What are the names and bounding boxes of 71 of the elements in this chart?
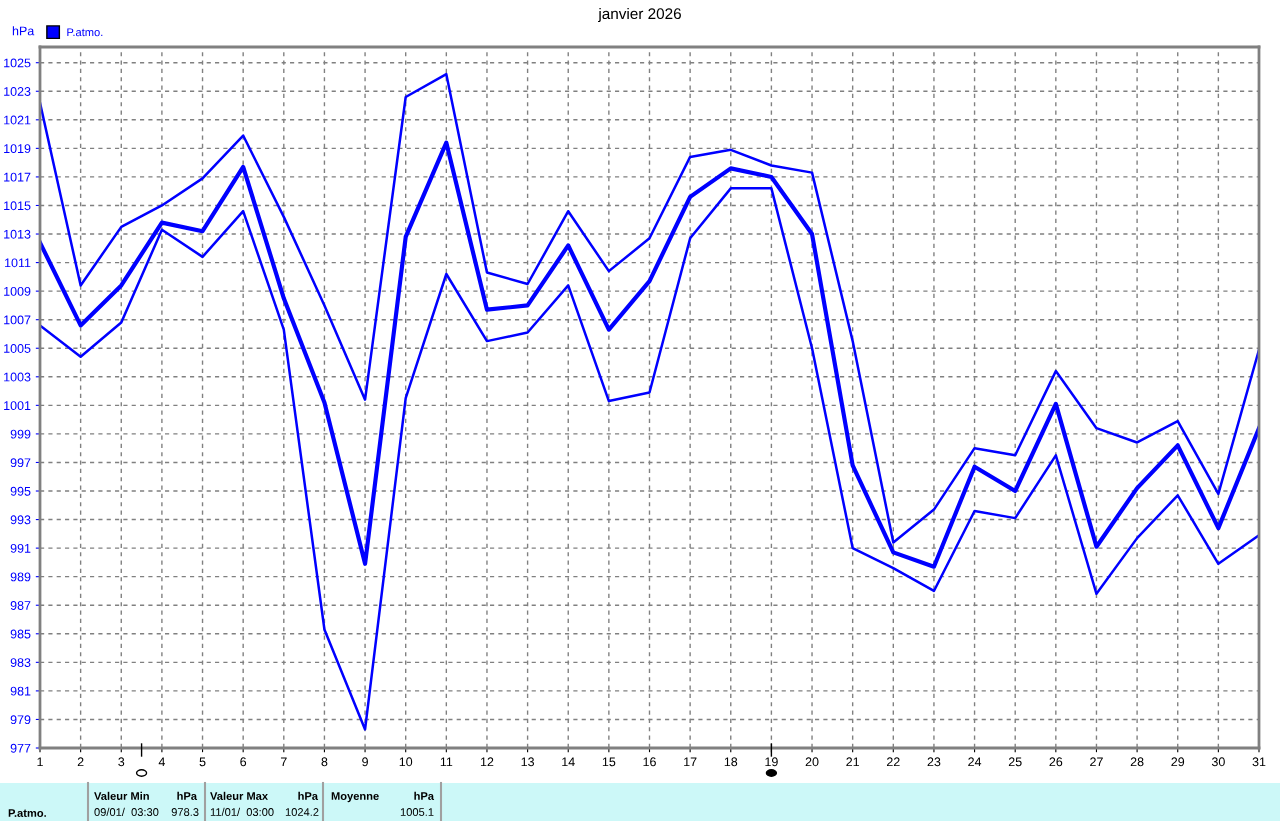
y-tick-label: 1011 xyxy=(5,258,31,268)
x-tick-label: 15 xyxy=(602,757,616,767)
text: 09/01/ 03:30 xyxy=(94,807,159,816)
text: P.atmo. xyxy=(8,809,46,817)
x-tick-label: 13 xyxy=(521,757,534,767)
y-tick-label: 1009 xyxy=(4,286,31,296)
y-tick-label: 1015 xyxy=(4,201,31,211)
x-tick-label: 21 xyxy=(846,757,860,767)
text: Moyenne xyxy=(331,792,379,803)
text: hPa xyxy=(177,791,198,800)
y-tick-label: 987 xyxy=(10,601,31,610)
y-tick-label: 1017 xyxy=(4,172,31,182)
y-tick-label: 1023 xyxy=(4,87,31,96)
y-tick-label: 1021 xyxy=(4,115,31,125)
x-tick-label: 26 xyxy=(1049,757,1063,767)
y-tick-label: 983 xyxy=(10,658,31,667)
text: 978.3 xyxy=(171,808,199,816)
y-tick-label: 985 xyxy=(10,629,31,639)
y-tick-label: 977 xyxy=(10,743,31,753)
x-tick-label: 27 xyxy=(1090,757,1103,767)
x-tick-label: 22 xyxy=(886,757,900,767)
y-tick-label: 1025 xyxy=(4,58,31,68)
x-tick-label: 25 xyxy=(1008,757,1022,767)
x-tick-label: 17 xyxy=(684,757,697,767)
x-tick-label: 3 xyxy=(118,757,125,767)
y-tick-label: 1013 xyxy=(4,229,31,239)
x-tick-label: 1 xyxy=(37,757,43,767)
x-tick-label: 2 xyxy=(77,757,84,767)
y-tick-label: 979 xyxy=(10,715,31,725)
y-tick-label: 1005 xyxy=(4,344,31,353)
y-tick-label: 999 xyxy=(10,429,31,439)
x-tick-label: 8 xyxy=(321,757,328,767)
y-tick-label: 981 xyxy=(10,686,31,696)
legend-label: P.atmo. xyxy=(67,28,103,37)
y-axis-title: hPa xyxy=(12,26,35,36)
x-tick-label: 7 xyxy=(280,757,287,767)
x-tick-label: 10 xyxy=(399,757,413,767)
x-tick-label: 9 xyxy=(362,757,368,767)
x-tick-label: 30 xyxy=(1211,757,1225,767)
y-tick-label: 1001 xyxy=(4,401,31,410)
text: Valeur Min xyxy=(94,791,149,800)
x-tick-label: 23 xyxy=(927,757,941,767)
text: 1005.1 xyxy=(400,808,434,816)
x-tick-label: 19 xyxy=(765,757,778,767)
x-tick-label: 29 xyxy=(1171,757,1185,767)
x-tick-label: 5 xyxy=(199,757,206,767)
x-tick-label: 11 xyxy=(440,757,453,767)
y-tick-label: 995 xyxy=(10,486,31,496)
text: Valeur Max xyxy=(210,791,268,800)
y-tick-label: 1003 xyxy=(4,372,31,382)
x-tick-label: 4 xyxy=(158,757,166,767)
x-tick-label: 31 xyxy=(1252,757,1266,767)
x-tick-label: 20 xyxy=(805,757,819,767)
text: 11/01/ 03:00 xyxy=(210,807,274,816)
x-tick-label: 14 xyxy=(562,757,575,767)
text: hPa xyxy=(298,791,319,800)
x-tick-label: 24 xyxy=(968,757,982,767)
y-tick-label: 993 xyxy=(10,515,31,525)
x-tick-label: 16 xyxy=(643,757,656,767)
x-tick-label: 12 xyxy=(480,757,494,767)
x-tick-label: 18 xyxy=(724,757,738,767)
text: 1024.2 xyxy=(285,808,319,816)
y-tick-label: 989 xyxy=(10,572,31,582)
x-tick-label: 6 xyxy=(240,757,247,767)
x-tick-label: 28 xyxy=(1130,757,1144,767)
chart-title: janvier 2026 xyxy=(598,7,681,23)
y-tick-label: 1019 xyxy=(4,144,31,154)
y-tick-label: 991 xyxy=(10,543,31,553)
text: hPa xyxy=(414,791,435,800)
y-tick-label: 1007 xyxy=(4,315,31,325)
y-tick-label: 997 xyxy=(10,458,31,468)
